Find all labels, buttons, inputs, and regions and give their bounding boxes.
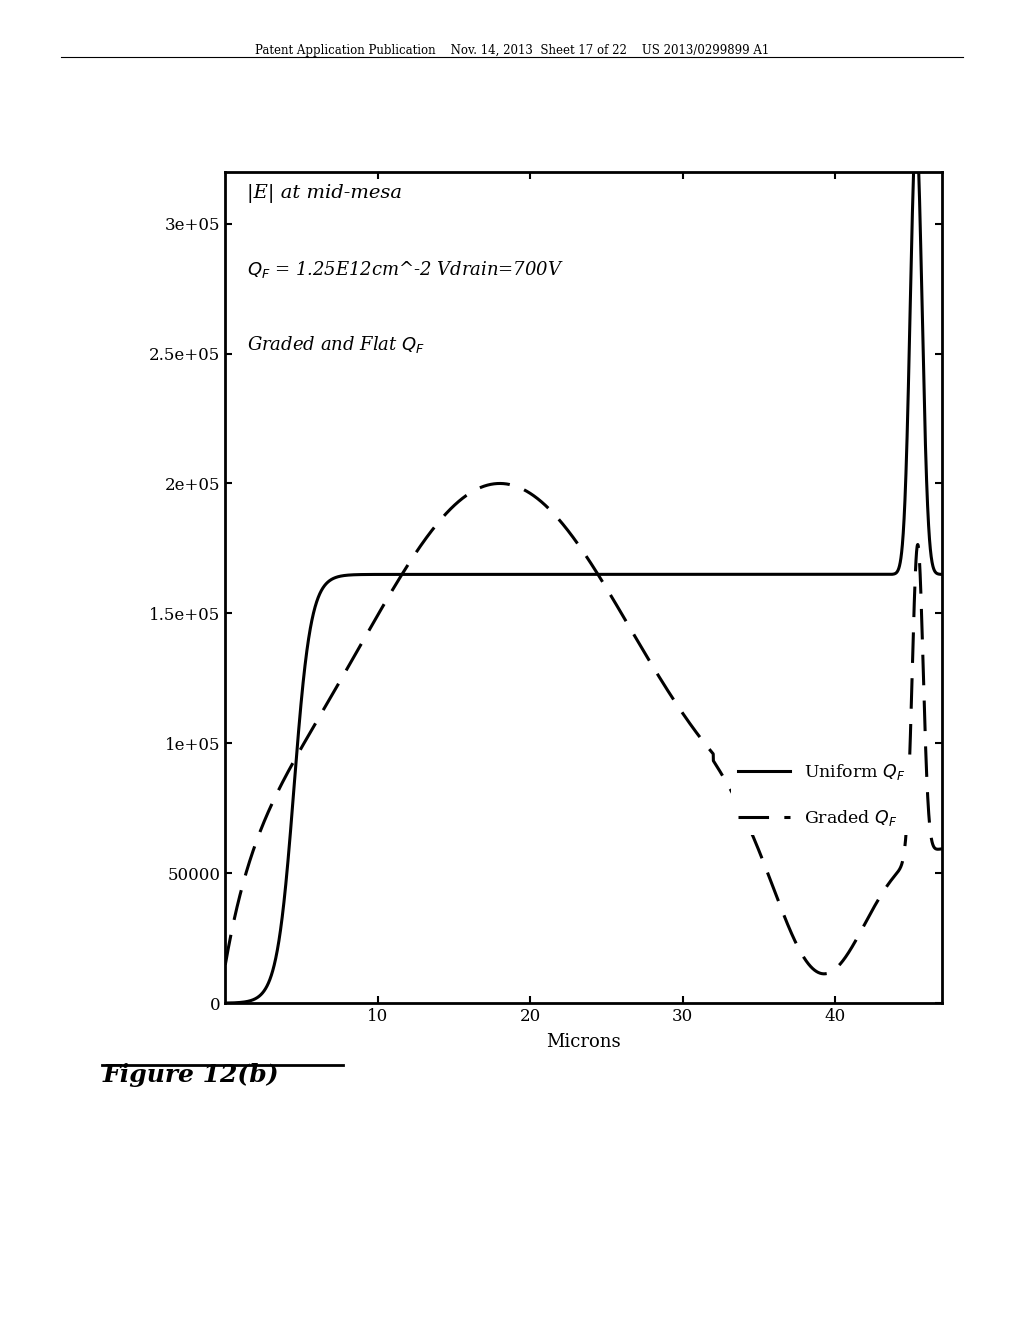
Text: |E| at mid-mesa: |E| at mid-mesa xyxy=(247,183,401,203)
Text: Figure 12(b): Figure 12(b) xyxy=(102,1063,279,1086)
Text: $Q_F$ = 1.25E12cm^-2 Vdrain=700V: $Q_F$ = 1.25E12cm^-2 Vdrain=700V xyxy=(247,259,563,280)
Legend: Uniform $Q_F$, Graded $Q_F$: Uniform $Q_F$, Graded $Q_F$ xyxy=(731,755,912,836)
X-axis label: Microns: Microns xyxy=(547,1034,621,1052)
Text: Graded and Flat $Q_F$: Graded and Flat $Q_F$ xyxy=(247,334,425,355)
Text: Patent Application Publication    Nov. 14, 2013  Sheet 17 of 22    US 2013/02998: Patent Application Publication Nov. 14, … xyxy=(255,44,769,57)
